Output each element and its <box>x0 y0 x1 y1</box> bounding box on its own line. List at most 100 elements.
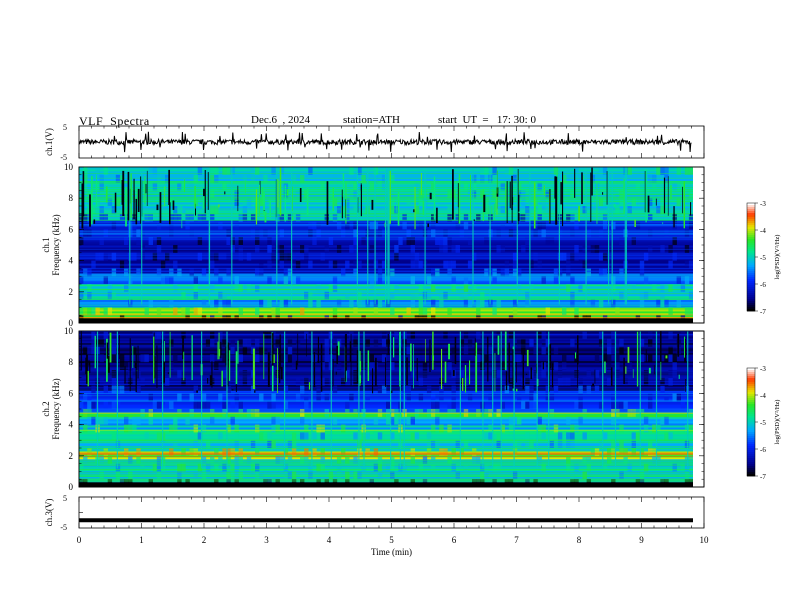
spectrogram-cell <box>594 354 600 363</box>
spectrogram-line <box>79 429 693 431</box>
spectrogram-cell <box>336 299 342 308</box>
spectrogram-cell <box>242 198 248 206</box>
sferic-full <box>162 331 164 469</box>
sferic-streak <box>508 342 510 383</box>
spectrogram-cell <box>132 252 137 261</box>
spectrogram-cell <box>345 401 350 409</box>
sferic-streak <box>534 206 537 212</box>
spectrogram-cell <box>525 237 530 245</box>
colorbar-cell <box>747 225 755 228</box>
spectrogram-band <box>79 307 693 310</box>
colorbar-cell <box>747 205 755 208</box>
spectrogram-cell <box>304 424 309 433</box>
spectrogram-line <box>79 408 693 410</box>
sferic-streak <box>167 372 169 375</box>
spectrogram-cell <box>287 440 293 448</box>
baseline-strip <box>79 318 693 323</box>
spectrogram-cell <box>152 167 158 175</box>
spectrogram-cell <box>664 174 669 183</box>
sferic-streak <box>317 336 319 363</box>
sferic-streak <box>590 172 592 222</box>
spectrogram-cell <box>238 284 243 292</box>
colorbar-cell <box>747 215 755 218</box>
spectrogram-cell <box>463 284 469 292</box>
spectrogram-cell <box>664 299 669 308</box>
spectrogram-cell <box>79 463 84 472</box>
spectrogram-cell <box>320 432 325 441</box>
spectrogram-cell <box>435 237 440 245</box>
spectrogram-cell <box>181 463 186 472</box>
sferic-streak <box>526 349 529 367</box>
spectrogram-cell <box>136 268 141 277</box>
spectrogram-band <box>79 309 693 312</box>
sferic-streak <box>124 366 126 384</box>
ch1-y-axis-label: ch.1Frequency (kHz) <box>41 214 61 275</box>
spectrogram-cell <box>357 291 362 300</box>
sferic-streak <box>578 206 580 222</box>
sferic-streak <box>211 361 213 388</box>
sferic-streak <box>602 192 604 195</box>
start-time-label: start UT = 17: 30: 0 <box>438 114 536 126</box>
spectrogram-cell <box>414 291 420 300</box>
spectrogram-line <box>79 346 693 348</box>
spectrogram-cell <box>95 198 100 206</box>
spectrogram-band <box>79 474 693 477</box>
colorbar-cell <box>747 297 755 300</box>
spectrogram-cell <box>496 299 501 308</box>
spectrogram-cell <box>250 174 256 183</box>
sferic-streak <box>227 359 229 361</box>
colorbar-cell <box>747 227 755 230</box>
spectrogram-cell <box>484 167 489 175</box>
sferic-streak <box>530 367 533 380</box>
spectrogram-cell <box>615 370 620 378</box>
sferic-streak <box>228 350 231 381</box>
spectrogram-cell <box>410 276 415 284</box>
spectrogram-cell <box>418 284 424 292</box>
spectrogram-cell <box>598 268 604 277</box>
sferic-streak <box>326 181 329 225</box>
spectrogram-cell <box>431 455 436 464</box>
colorbar-cell <box>747 388 755 391</box>
spectrogram-cell <box>627 206 632 214</box>
spectrogram-cell <box>332 276 338 284</box>
spectrogram-cell <box>234 393 239 402</box>
spectrogram-cell <box>680 401 686 409</box>
spectrogram-cell <box>279 455 284 464</box>
spectrogram-cell <box>439 299 444 308</box>
spectrogram-cell <box>201 424 207 433</box>
spectrogram-cell <box>660 167 665 175</box>
spectrogram-band <box>79 476 693 479</box>
colorbar-cell <box>747 285 755 288</box>
spectrogram-cell <box>320 455 325 464</box>
colorbar-cell <box>747 410 755 413</box>
spectrogram-cell <box>91 338 96 347</box>
colorbar-cell <box>747 211 755 214</box>
spectrogram-cell <box>267 432 272 441</box>
sferic-streak <box>506 181 508 224</box>
spectrogram-band <box>79 443 693 446</box>
ch1-y-label-line2: Frequency (kHz) <box>51 214 61 275</box>
spectrogram-cell <box>320 448 325 456</box>
sferic-streak <box>562 171 564 227</box>
spectrogram-cell <box>688 213 694 222</box>
spectrogram-cell <box>279 260 284 269</box>
colorbar-cell <box>747 412 755 415</box>
spectrogram-cell <box>103 213 108 222</box>
sferic-streak <box>422 200 425 216</box>
sferic-streak <box>432 355 434 361</box>
spectrogram-cell <box>660 416 665 425</box>
ch3-y-axis-label: ch.3(V) <box>44 499 54 527</box>
spectrogram-cell <box>529 393 534 402</box>
spectrogram-cell <box>680 284 686 292</box>
sferic-streak <box>204 170 206 214</box>
spectrogram-cell <box>422 362 428 370</box>
spectrogram-cell <box>230 237 235 245</box>
sferic-streak <box>133 190 135 219</box>
spectrogram-cell <box>361 174 366 183</box>
sferic-streak <box>494 353 496 392</box>
spectrogram-cell <box>111 370 117 378</box>
spectrogram-cell <box>615 307 620 316</box>
spectrogram-cell <box>390 362 395 370</box>
spectrogram-cell <box>341 448 346 456</box>
spectrogram-cell <box>688 307 694 316</box>
